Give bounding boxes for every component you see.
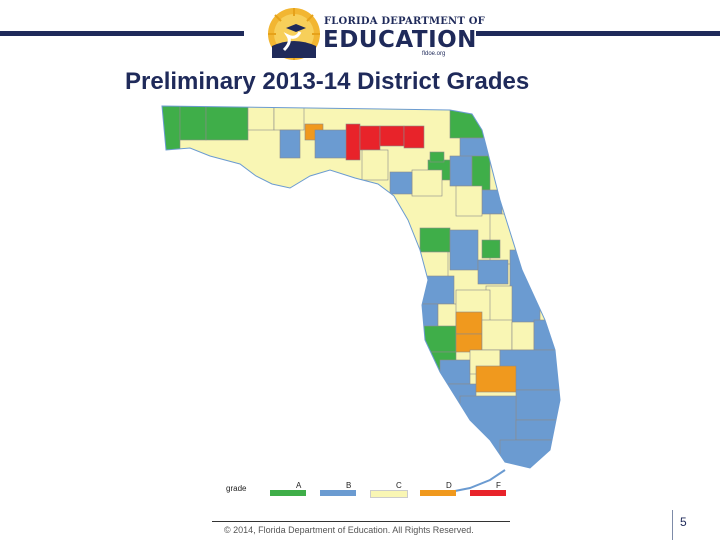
district-okeechobee xyxy=(511,321,535,351)
map-legend: grade A B C D F xyxy=(226,481,516,498)
district-santa-rosa xyxy=(179,106,207,141)
district-taylor xyxy=(361,149,389,181)
district-lake xyxy=(449,229,479,271)
district-leon xyxy=(314,129,352,159)
district-alachua xyxy=(411,169,443,197)
legend-label: A xyxy=(296,481,302,490)
footer-copyright: © 2014, Florida Department of Education.… xyxy=(212,521,510,540)
page-number-divider xyxy=(672,510,673,540)
legend-label: F xyxy=(496,481,501,490)
district-jackson xyxy=(273,106,305,131)
florida-outline xyxy=(161,105,561,469)
legend-swatch xyxy=(320,490,356,496)
district-citrus xyxy=(419,227,451,253)
header-rule-left xyxy=(0,31,244,36)
district-highlands xyxy=(481,319,513,351)
district-bay xyxy=(279,129,301,159)
district-desoto xyxy=(455,333,483,353)
legend-swatch xyxy=(270,490,306,496)
legend-title: grade xyxy=(226,484,247,493)
district-nassau xyxy=(449,107,491,139)
legend-swatch xyxy=(370,490,408,498)
district-putnam xyxy=(455,185,483,217)
district-pasco xyxy=(413,275,455,305)
district-escambia xyxy=(162,106,181,155)
district-gilchrist xyxy=(389,171,413,195)
florida-keys xyxy=(449,469,506,493)
district-brevard xyxy=(509,249,541,331)
sun-emblem-icon xyxy=(268,8,320,60)
district-hernando xyxy=(417,251,449,279)
legend-swatch xyxy=(470,490,506,496)
district-charlotte xyxy=(439,359,471,385)
page-title: Preliminary 2013-14 District Grades xyxy=(125,68,530,95)
copyright-text: © 2014, Florida Department of Education.… xyxy=(224,525,474,535)
legend-swatch xyxy=(420,490,456,496)
district-orange xyxy=(477,259,509,285)
legend-label: D xyxy=(446,481,452,490)
fldoe-logo: FLORIDA DEPARTMENT OF EDUCATION fldoe.or… xyxy=(262,4,485,66)
logo-url: fldoe.org xyxy=(422,51,446,57)
district-jefferson xyxy=(345,123,361,161)
legend-label: C xyxy=(396,481,402,490)
page-number: 5 xyxy=(680,515,687,529)
district-madison xyxy=(359,125,381,151)
district-bradford xyxy=(429,151,445,163)
district-st-johns xyxy=(471,155,491,191)
header-rule-right xyxy=(476,31,720,36)
district-okaloosa xyxy=(205,106,249,141)
district-hendry xyxy=(475,365,517,393)
logo-main-text: EDUCATION xyxy=(323,27,477,53)
district-walton xyxy=(247,106,275,131)
legend-label: B xyxy=(346,481,352,490)
florida-district-map xyxy=(161,105,561,493)
district-seminole xyxy=(481,239,501,259)
district-hardee xyxy=(455,311,483,335)
district-palm-beach xyxy=(515,389,560,421)
district-clay xyxy=(449,155,473,187)
logo-top-text: FLORIDA DEPARTMENT OF xyxy=(324,16,485,27)
district-hamilton xyxy=(379,125,405,147)
district-columbia xyxy=(403,125,425,149)
district-st-lucie xyxy=(533,319,557,351)
district-broward xyxy=(515,419,560,441)
district-flagler xyxy=(481,189,503,215)
